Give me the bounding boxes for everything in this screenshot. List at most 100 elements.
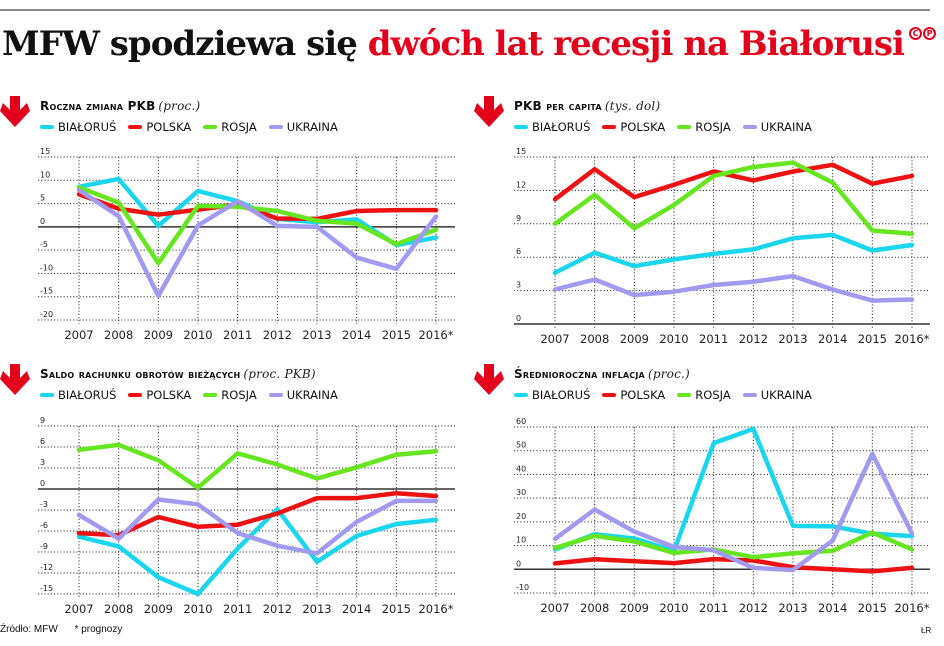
x-tick-label: 2013 (778, 332, 807, 346)
y-tick-label: 9 (516, 214, 521, 223)
legend-label: POLSKA (146, 388, 192, 402)
y-tick-label: 10 (40, 170, 50, 179)
y-tick-label: -5 (40, 240, 48, 249)
legend-item: ROSJA (203, 388, 257, 402)
y-tick-label: 3 (40, 458, 45, 467)
forecast-note: * prognozy (74, 624, 123, 635)
legend-item: POLSKA (602, 120, 665, 134)
x-tick-label: 2010 (659, 601, 688, 615)
legend-swatch (268, 393, 283, 397)
x-tick-label: 2013 (302, 602, 331, 616)
y-tick-label: -20 (40, 310, 53, 319)
x-tick-label: 2011 (699, 332, 728, 346)
panel-unit: (proc.) (158, 99, 201, 113)
series-line-białoruś (552, 232, 915, 276)
copyright-c-icon: C (909, 27, 922, 40)
x-tick-label: 2008 (580, 601, 609, 615)
y-tick-label: 0 (40, 479, 45, 488)
panel-title-text: Saldo rachunku obrotów bieżących (40, 367, 241, 381)
y-tick-label: 0 (40, 217, 45, 226)
y-tick-label: 15 (516, 147, 526, 156)
series-line-ukraina (76, 187, 439, 299)
legend-label: ROSJA (695, 120, 731, 134)
legend-label: BIAŁORUŚ (532, 120, 591, 134)
legend-item: ROSJA (677, 388, 731, 402)
x-tick-label: 2015 (858, 601, 887, 615)
panel-unit: (proc.) (647, 367, 690, 381)
legend-item: POLSKA (128, 120, 191, 134)
x-tick-label: 2016* (418, 602, 453, 616)
legend-label: BIAŁORUŚ (532, 388, 591, 402)
y-tick-label: -10 (516, 583, 529, 592)
x-tick-label: 2012 (739, 601, 768, 615)
y-tick-label: 0 (516, 559, 521, 568)
legend-item: UKRAINA (742, 120, 812, 134)
x-tick-label: 2015 (858, 332, 887, 346)
headline-red: dwóch lat recesji na Białorusi (367, 24, 905, 64)
x-tick-label: 2009 (144, 328, 173, 342)
y-tick-label: 5 (40, 194, 45, 203)
y-tick-label: 50 (516, 441, 526, 450)
x-tick-label: 2012 (263, 328, 292, 342)
chart-panel-gdp-change: Roczna zmiana PKB (proc.) BIAŁORUŚ POLSKA R… (0, 88, 470, 348)
x-tick-label: 2016* (894, 601, 929, 615)
down-arrow-icon (474, 364, 504, 395)
x-tick-label: 2007 (540, 601, 569, 615)
legend-item: UKRAINA (268, 388, 338, 402)
x-tick-label: 2009 (620, 332, 649, 346)
y-tick-label: 10 (516, 536, 526, 545)
legend-label: ROSJA (695, 388, 731, 402)
x-tick-label: 2012 (739, 332, 768, 346)
legend-label: POLSKA (146, 120, 192, 134)
x-tick-label: 2010 (183, 602, 212, 616)
y-tick-label: -6 (40, 521, 48, 530)
legend-swatch (203, 125, 218, 129)
legend-item: ROSJA (203, 120, 257, 134)
x-tick-label: 2014 (818, 601, 847, 615)
legend-swatch (128, 393, 143, 397)
series-line-polska (76, 490, 439, 538)
series-line-białoruś (76, 507, 439, 597)
series-line-rosja (76, 185, 439, 266)
y-tick-label: 30 (516, 488, 526, 497)
copyright-p-icon: P (923, 27, 936, 40)
x-tick-label: 2013 (302, 328, 331, 342)
legend-item: BIAŁORUŚ (514, 120, 590, 134)
legend-label: UKRAINA (760, 120, 812, 134)
legend-item: ROSJA (677, 120, 731, 134)
legend-item: POLSKA (602, 388, 665, 402)
x-tick-label: 2015 (382, 602, 411, 616)
chart-legend: BIAŁORUŚ POLSKA ROSJA UKRAINA (40, 120, 338, 134)
panel-title-text: PKB per capita (514, 99, 602, 113)
series-line-ukraina (76, 497, 439, 556)
y-tick-label: 40 (516, 464, 526, 473)
x-tick-label: 2008 (104, 602, 133, 616)
panel-title-text: Średnioroczna inflacja (514, 367, 645, 381)
series-line-ukraina (552, 273, 915, 303)
x-tick-label: 2009 (144, 602, 173, 616)
legend-swatch (203, 393, 218, 397)
x-tick-label: 2008 (580, 332, 609, 346)
y-tick-label: 12 (516, 180, 526, 189)
legend-item: POLSKA (128, 388, 191, 402)
down-arrow-icon (0, 96, 30, 127)
y-tick-label: -10 (40, 263, 53, 272)
x-tick-label: 2010 (659, 332, 688, 346)
x-tick-label: 2013 (778, 601, 807, 615)
line-chart-2: 9 6 3 0 -3 -6 -9 -12 -15 2007 2008 2009 2010 2011 2012… (38, 416, 455, 616)
panel-title: Średnioroczna inflacja (proc.) (514, 367, 690, 381)
y-tick-label: -15 (40, 584, 53, 593)
legend-swatch (602, 125, 617, 129)
x-tick-label: 2009 (620, 601, 649, 615)
x-tick-label: 2016* (894, 332, 929, 346)
series-line-rosja (552, 530, 915, 560)
y-tick-label: 6 (40, 437, 45, 446)
y-tick-label: 15 (40, 147, 50, 156)
series-line-rosja (552, 160, 915, 237)
legend-swatch (40, 393, 54, 397)
y-tick-label: -15 (40, 287, 53, 296)
footer: Źródło: MFW * prognozy (0, 624, 122, 635)
y-tick-label: 6 (516, 247, 521, 256)
panel-title: Roczna zmiana PKB (proc.) (40, 99, 200, 113)
